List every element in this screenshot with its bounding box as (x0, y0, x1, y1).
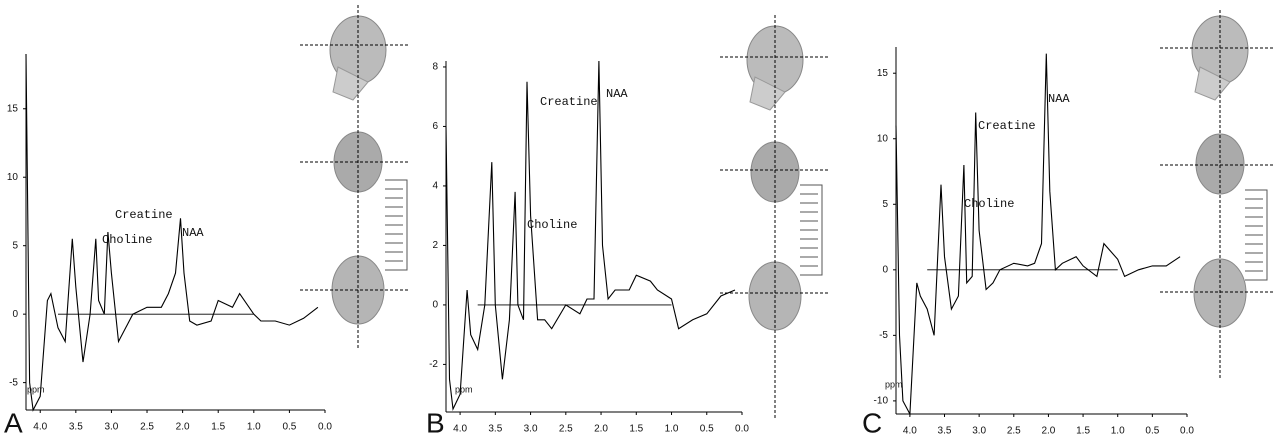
y-tick-label: 6 (432, 121, 438, 132)
x-tick-label: 3.0 (524, 424, 538, 435)
y-tick-label: 4 (432, 181, 438, 192)
peak-label: NAA (606, 87, 628, 101)
y-tick-label: -2 (429, 359, 438, 370)
y-tick-label: 2 (432, 240, 438, 251)
peak-label: Choline (102, 233, 152, 247)
y-tick-label: 15 (877, 68, 889, 79)
x-tick-label: 4.0 (453, 424, 467, 435)
scout-images-c (1160, 10, 1275, 380)
x-tick-label: 0.5 (700, 424, 714, 435)
scout-images-a (300, 5, 410, 350)
x-unit-label: ppm (27, 384, 45, 394)
x-unit-label: ppm (455, 384, 473, 394)
y-tick-label: 0 (882, 264, 888, 275)
x-tick-label: 3.5 (488, 424, 502, 435)
peak-label: Creatine (540, 95, 598, 109)
x-tick-label: 0.5 (1145, 426, 1159, 437)
x-tick-label: 1.0 (665, 424, 679, 435)
peak-label: Creatine (115, 208, 173, 222)
peak-label: Creatine (978, 119, 1036, 133)
peak-label: NAA (182, 226, 204, 240)
x-tick-label: 0.0 (735, 424, 749, 435)
y-tick-label: -5 (9, 377, 18, 388)
y-tick-label: 0 (432, 300, 438, 311)
x-tick-label: 2.0 (594, 424, 608, 435)
x-tick-label: 1.5 (629, 424, 643, 435)
y-tick-label: 5 (882, 199, 888, 210)
spectrum (25, 53, 319, 412)
y-tick-label: 0 (12, 309, 18, 320)
x-tick-label: 1.5 (1076, 426, 1090, 437)
x-tick-label: 4.0 (903, 426, 917, 437)
x-tick-label: 2.5 (140, 422, 154, 433)
spectrum (445, 60, 736, 411)
spectrum (895, 53, 1181, 417)
x-tick-label: 3.5 (938, 426, 952, 437)
x-tick-label: 3.0 (972, 426, 986, 437)
y-tick-label: -5 (879, 330, 888, 341)
peak-label: NAA (1048, 92, 1070, 106)
y-tick-label: 10 (877, 133, 889, 144)
x-unit-label: ppm (885, 379, 903, 389)
y-tick-label: 8 (432, 62, 438, 73)
x-tick-label: 3.5 (69, 422, 83, 433)
x-tick-label: 0.0 (1180, 426, 1194, 437)
x-tick-label: 4.0 (33, 422, 47, 433)
y-tick-label: -10 (874, 396, 889, 407)
panel-label: A (4, 407, 23, 438)
scout-images-b (720, 15, 830, 420)
panel-label: C (862, 407, 882, 438)
y-tick-label: 15 (7, 103, 19, 114)
x-tick-label: 1.0 (1111, 426, 1125, 437)
peak-label: Choline (527, 218, 577, 232)
peak-label: Choline (964, 197, 1014, 211)
x-tick-label: 3.0 (104, 422, 118, 433)
x-tick-label: 2.5 (1007, 426, 1021, 437)
x-tick-label: 0.0 (318, 422, 332, 433)
x-tick-label: 2.0 (1041, 426, 1055, 437)
x-tick-label: 2.0 (176, 422, 190, 433)
x-tick-label: 0.5 (282, 422, 296, 433)
x-tick-label: 2.5 (559, 424, 573, 435)
panel-label: B (426, 407, 445, 438)
x-tick-label: 1.5 (211, 422, 225, 433)
y-tick-label: 10 (7, 172, 19, 183)
y-tick-label: 5 (12, 240, 18, 251)
x-tick-label: 1.0 (247, 422, 261, 433)
